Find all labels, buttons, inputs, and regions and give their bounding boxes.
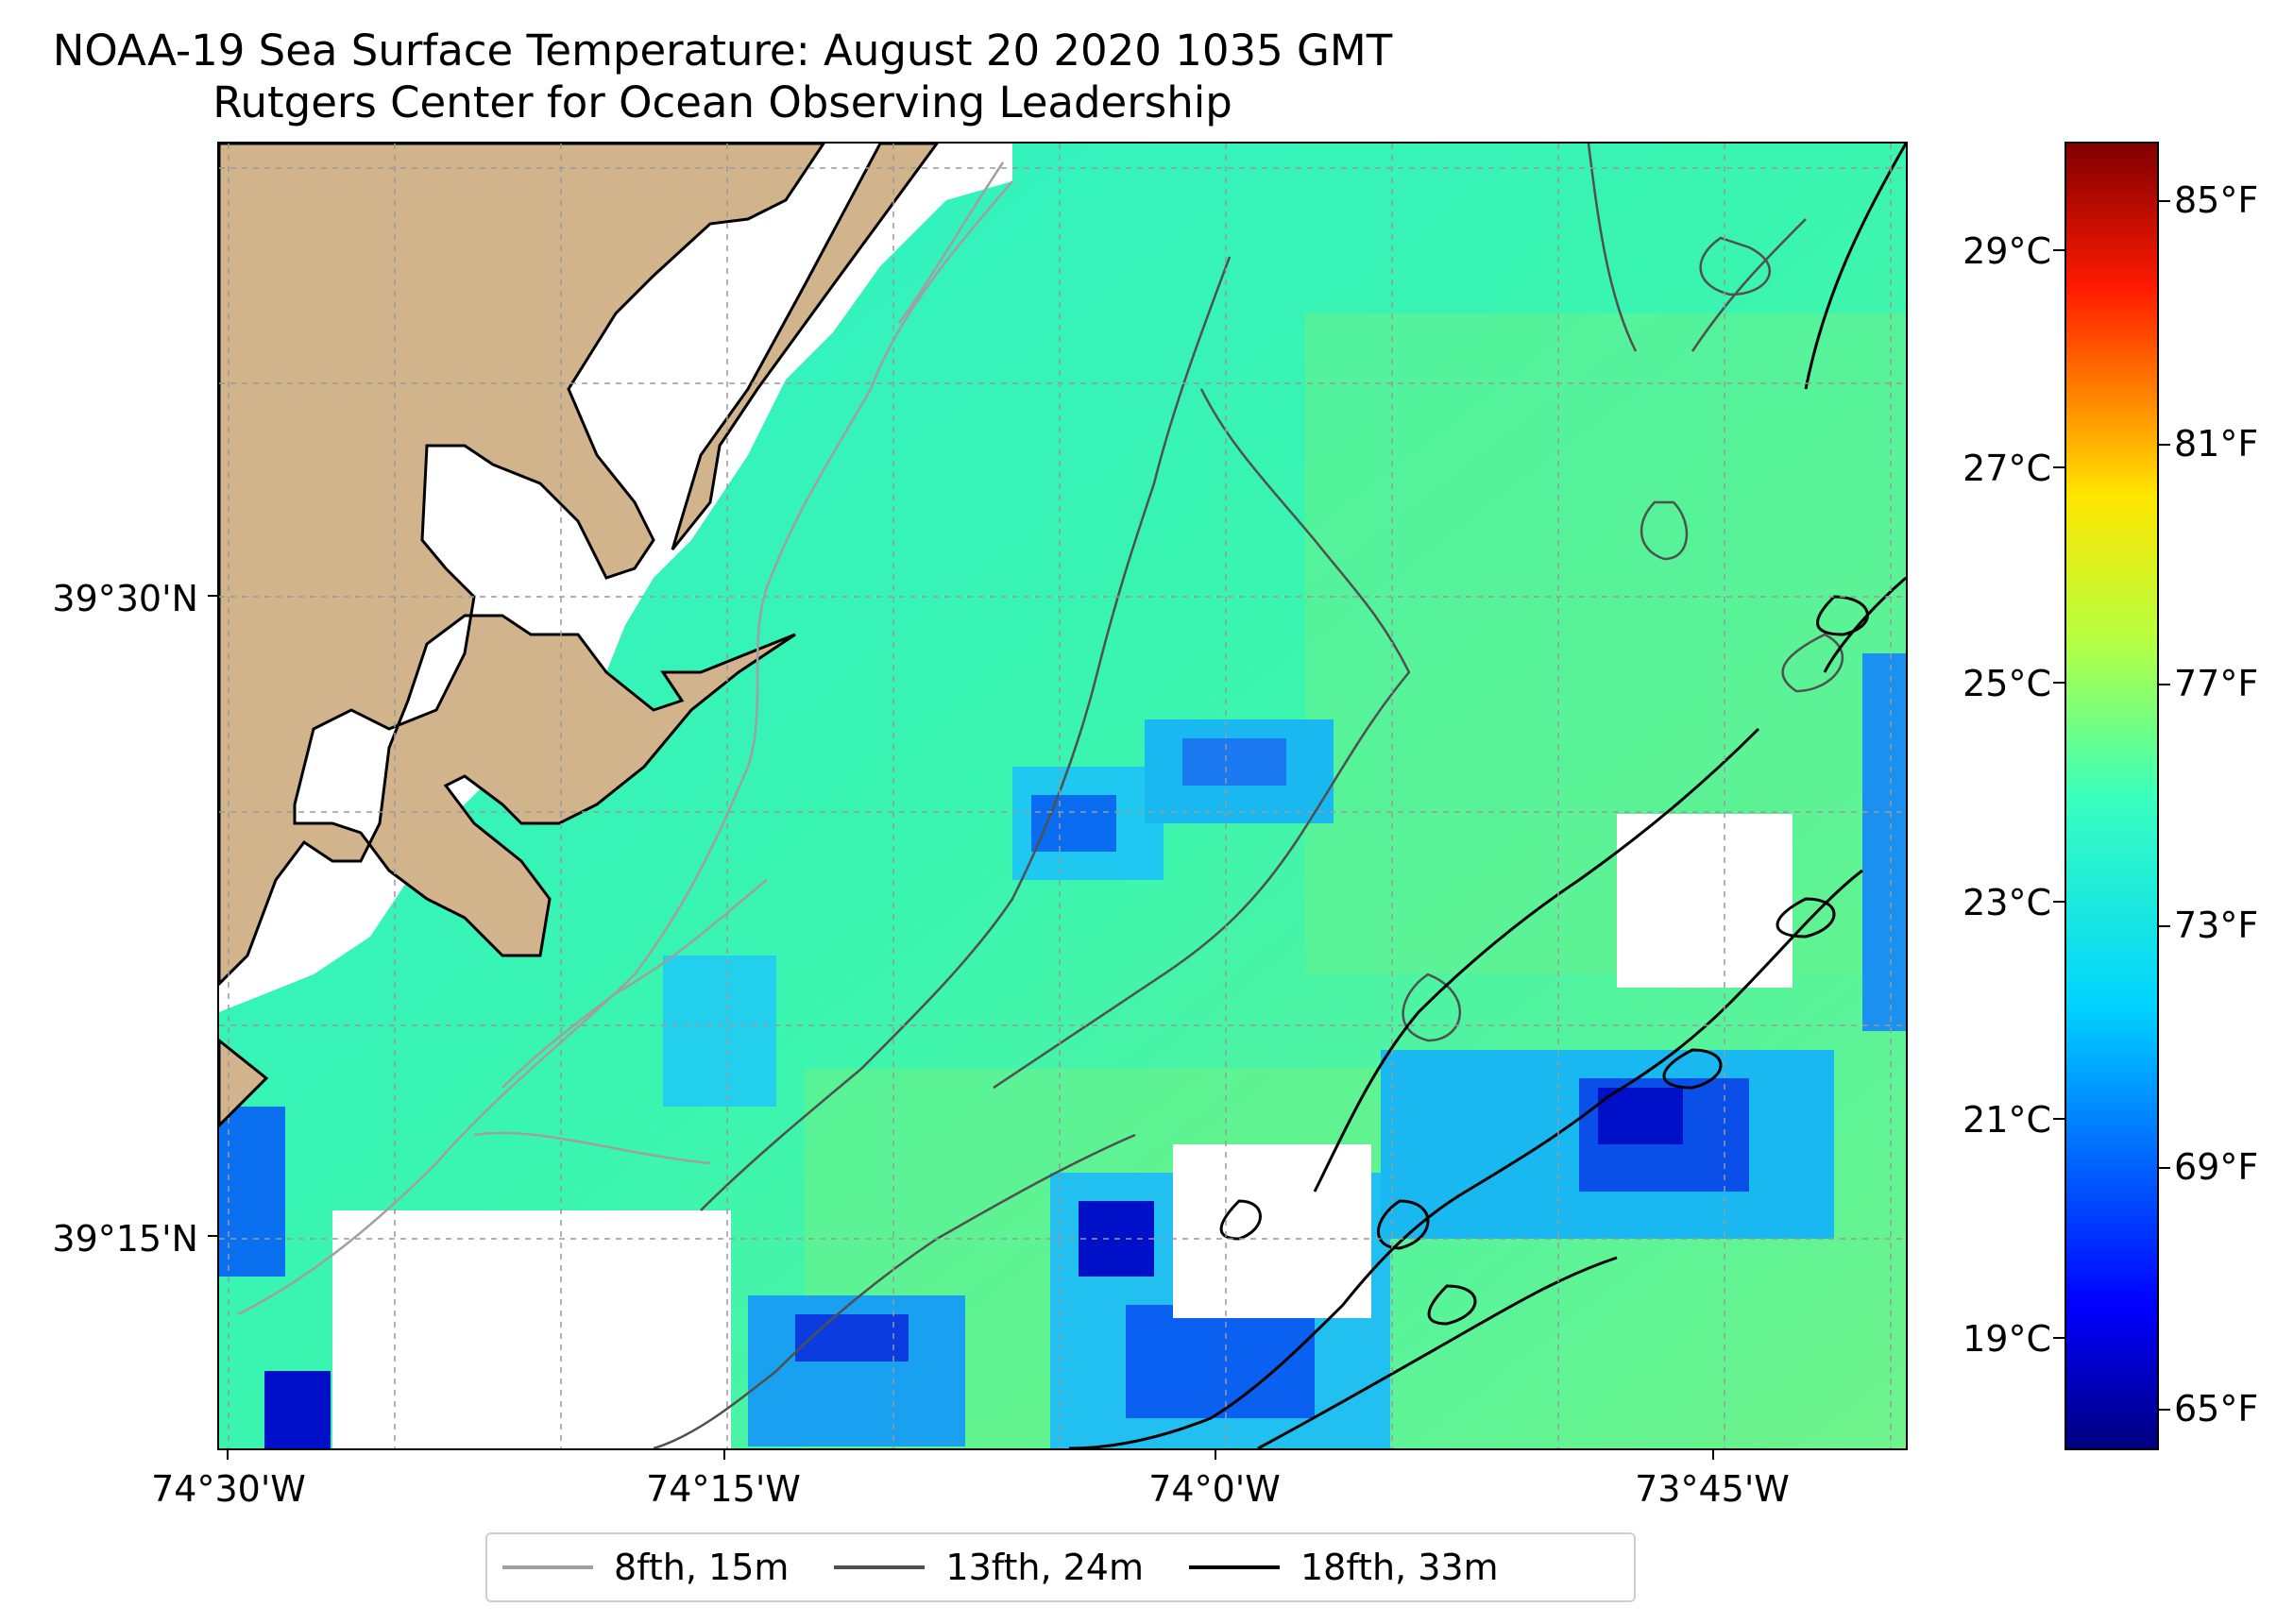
land-cape (219, 1039, 269, 1128)
legend-swatch-light-gray (502, 1565, 593, 1569)
colorbar-f-81: 81°F (2174, 423, 2259, 465)
land-barrier-island (671, 144, 939, 550)
no-data-area (1173, 1144, 1371, 1318)
lon-tick (1712, 1450, 1714, 1460)
sst-map-canvas (219, 144, 1906, 1448)
cool-patch (663, 956, 776, 1107)
legend-item-8fth: 8fth, 15m (502, 1547, 789, 1588)
colorbar-gradient (2066, 144, 2157, 1448)
legend-item-18fth: 18fth, 33m (1188, 1547, 1499, 1588)
no-data-area (332, 1210, 731, 1448)
land-new-jersey (219, 144, 825, 987)
lon-label-74-0: 74°0'W (1148, 1468, 1281, 1510)
legend-swatch-black (1188, 1565, 1280, 1569)
cool-patch (264, 1371, 331, 1448)
map-gridlines (219, 144, 1906, 1448)
lat-tick (208, 595, 217, 597)
chart-subtitle: Rutgers Center for Ocean Observing Leade… (212, 77, 1232, 127)
contour-legend: 8fth, 15m 13fth, 24m 18fth, 33m (485, 1532, 1636, 1602)
colorbar-c-19: 19°C (1963, 1318, 2051, 1360)
cool-patch (1031, 795, 1116, 852)
sst-map[interactable] (217, 142, 1908, 1450)
lat-label-39-30: 39°30'N (52, 578, 198, 619)
cool-patch (1862, 653, 1906, 1031)
colorbar-f-69: 69°F (2174, 1146, 2259, 1188)
legend-label: 13fth, 24m (945, 1547, 1144, 1588)
lon-label-73-45: 73°45'W (1635, 1468, 1790, 1510)
lon-tick (723, 1450, 725, 1460)
legend-label: 8fth, 15m (614, 1547, 790, 1588)
cool-patch (1182, 738, 1286, 786)
cool-patch (795, 1314, 909, 1362)
legend-label: 18fth, 33m (1300, 1547, 1499, 1588)
colorbar-f-73: 73°F (2174, 905, 2259, 946)
colorbar-c-27: 27°C (1963, 448, 2051, 489)
colorbar-c-29: 29°C (1963, 230, 2051, 272)
lat-tick (208, 1235, 217, 1237)
legend-swatch-dark-gray (834, 1565, 926, 1569)
colorbar-c-23: 23°C (1963, 882, 2051, 923)
lat-label-39-15: 39°15'N (52, 1218, 198, 1260)
legend-item-13fth: 13fth, 24m (834, 1547, 1144, 1588)
lon-label-74-15: 74°15'W (646, 1468, 801, 1510)
colorbar (2065, 142, 2159, 1450)
lon-tick (227, 1450, 229, 1460)
lon-label-74-30: 74°30'W (151, 1468, 306, 1510)
lon-tick (1215, 1450, 1216, 1460)
colorbar-f-65: 65°F (2174, 1388, 2259, 1429)
contour-8fth (237, 161, 1013, 1316)
colorbar-f-77: 77°F (2174, 663, 2259, 704)
colorbar-f-85: 85°F (2174, 179, 2259, 221)
cool-patch (219, 1107, 285, 1277)
colorbar-c-21: 21°C (1963, 1099, 2051, 1141)
colorbar-c-25: 25°C (1963, 663, 2051, 704)
cool-patch (1598, 1088, 1683, 1144)
chart-title: NOAA-19 Sea Surface Temperature: August … (52, 25, 1393, 76)
warm-patch (1305, 313, 1906, 974)
contour-18fth (1068, 144, 1906, 1448)
no-data-area (1617, 814, 1793, 988)
